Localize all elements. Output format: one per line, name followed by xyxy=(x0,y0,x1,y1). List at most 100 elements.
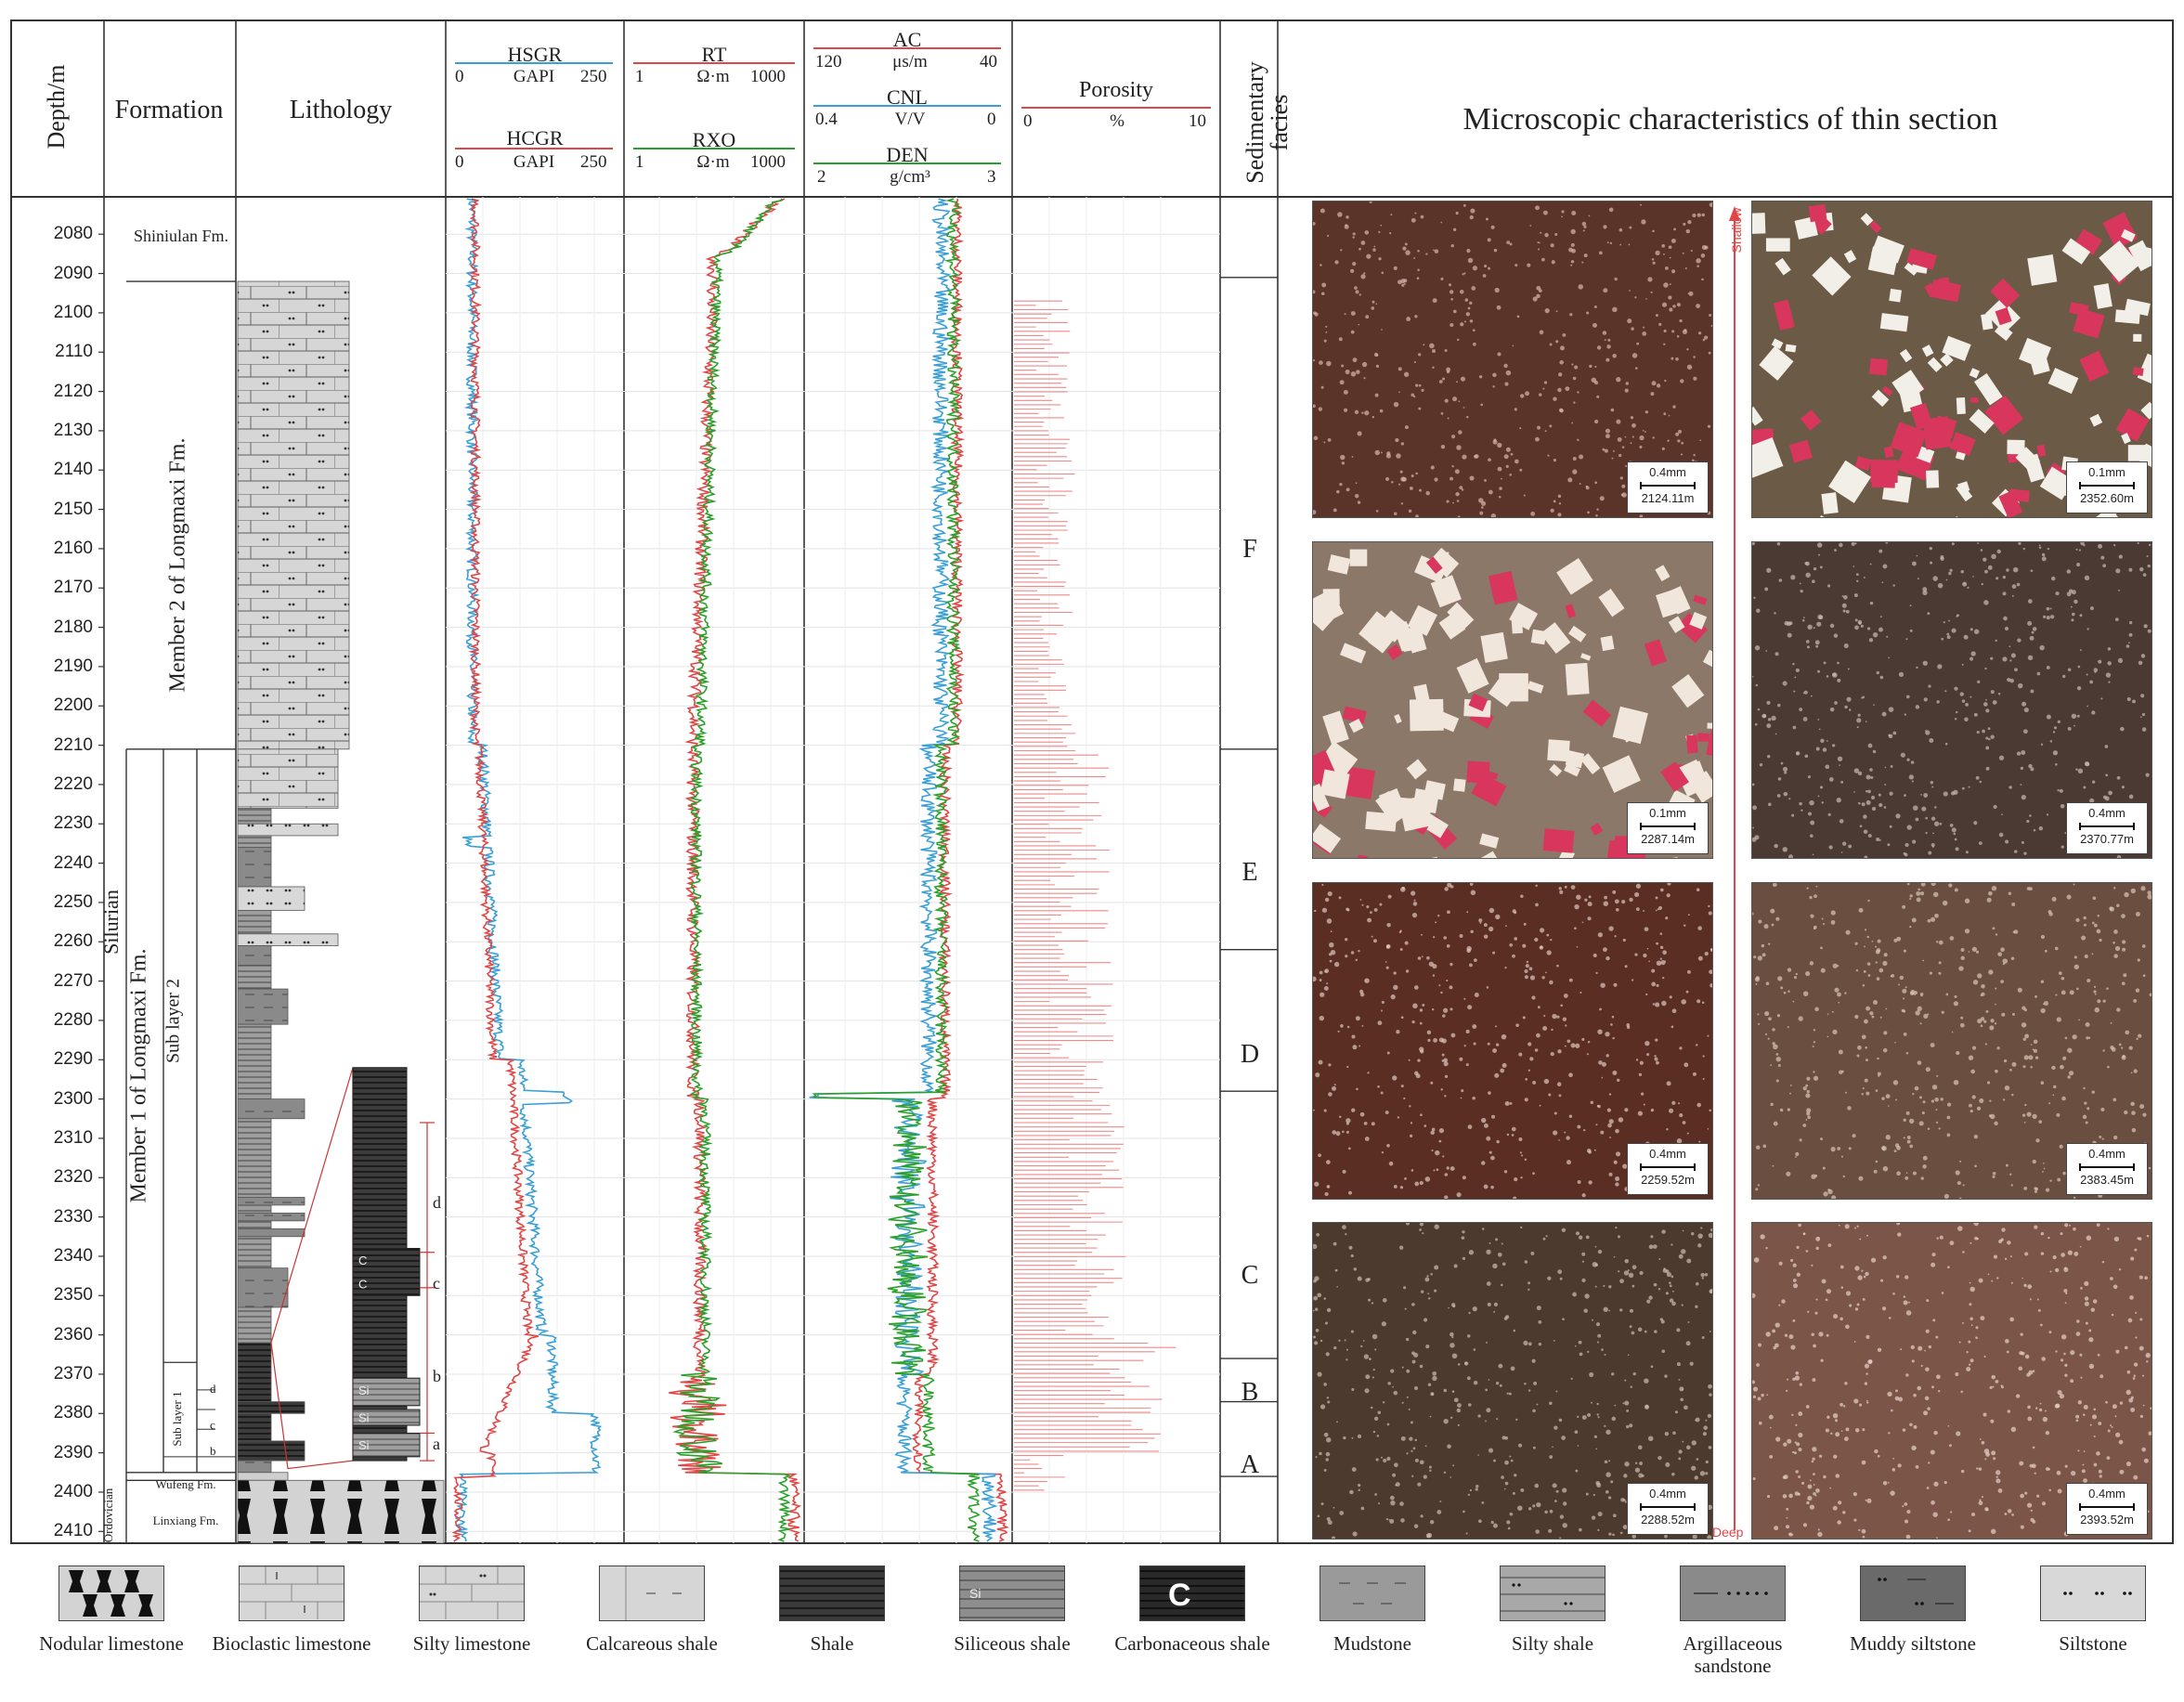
legend-item: C Carbonaceous shale xyxy=(1109,1566,1276,1655)
grain xyxy=(1881,1146,1886,1150)
grain xyxy=(1332,1085,1337,1091)
grain xyxy=(1837,756,1843,761)
grain xyxy=(1647,1436,1654,1442)
grain xyxy=(1916,446,1935,463)
grain xyxy=(1950,1511,1953,1514)
grain xyxy=(1505,464,1509,469)
grain xyxy=(1550,1052,1554,1057)
grain xyxy=(1752,1476,1756,1481)
cnl-name: CNL xyxy=(887,85,928,109)
grain xyxy=(1556,1015,1560,1019)
grain xyxy=(2077,768,2084,774)
grain xyxy=(1681,999,1686,1005)
grain xyxy=(1341,461,1346,465)
lithology-silty-shale xyxy=(237,1212,306,1222)
grain xyxy=(2074,724,2075,727)
grain xyxy=(1410,1122,1413,1124)
grain xyxy=(1433,1038,1437,1043)
grain xyxy=(1631,979,1634,981)
grain xyxy=(1346,908,1350,912)
grain xyxy=(1754,722,1758,726)
sample-depth: 2287.14m xyxy=(1641,832,1695,846)
grain xyxy=(1465,312,1471,317)
grain xyxy=(1699,1471,1706,1476)
grain xyxy=(1600,1130,1605,1135)
grain xyxy=(2141,944,2146,948)
grain xyxy=(1755,683,1759,687)
grain xyxy=(1708,904,1710,908)
grain xyxy=(1820,946,1823,950)
grain xyxy=(1595,1322,1601,1327)
grain xyxy=(2085,1022,2090,1028)
grain xyxy=(1332,1506,1335,1509)
inset-label-a: a xyxy=(433,1435,440,1453)
grain xyxy=(1381,329,1383,331)
grain xyxy=(1587,916,1592,921)
grain xyxy=(1709,1331,1711,1332)
grain xyxy=(1593,1149,1596,1151)
grain xyxy=(2074,599,2078,604)
grain xyxy=(1377,1020,1383,1026)
grain xyxy=(1430,465,1435,470)
grain xyxy=(1501,1242,1503,1245)
grain xyxy=(1996,1470,2001,1475)
lithology-carbonaceous-shale xyxy=(237,1440,306,1462)
grain xyxy=(1552,1013,1557,1020)
grain xyxy=(2038,1120,2043,1124)
grain xyxy=(1535,436,1540,442)
grain xyxy=(1973,1223,1980,1227)
grain xyxy=(1598,1060,1603,1065)
grain xyxy=(1371,935,1373,938)
grain xyxy=(1861,696,1864,699)
grain xyxy=(1962,581,1968,587)
grain xyxy=(1339,380,1345,385)
grain xyxy=(1390,214,1393,216)
grain xyxy=(1867,1359,1873,1365)
grain xyxy=(1937,582,1944,589)
grain xyxy=(1992,700,1997,705)
grain xyxy=(1890,764,1893,768)
grain xyxy=(1813,1484,1815,1486)
grain xyxy=(2007,1410,2011,1413)
grain xyxy=(1752,805,1757,811)
grain xyxy=(1972,980,1979,985)
grain xyxy=(1770,908,1775,914)
grain xyxy=(1559,890,1564,895)
grain xyxy=(1612,353,1617,358)
grain xyxy=(2021,840,2024,844)
grain xyxy=(1557,513,1562,517)
grain xyxy=(1323,1468,1327,1472)
sub-d-label: d xyxy=(210,1382,216,1396)
grain xyxy=(2057,1488,2062,1494)
grain xyxy=(2099,1136,2102,1138)
grain xyxy=(2133,1475,2138,1480)
grain xyxy=(1319,979,1322,981)
grain xyxy=(1806,887,1809,890)
grain xyxy=(1973,1135,1979,1139)
grain xyxy=(1940,1098,1944,1101)
grain xyxy=(1358,247,1361,251)
grain xyxy=(1578,1340,1582,1345)
grain xyxy=(1626,1022,1631,1027)
grain xyxy=(1488,1091,1491,1095)
grain xyxy=(2021,749,2026,755)
grain xyxy=(1878,802,1883,808)
grain xyxy=(1607,1123,1612,1128)
swatch-pattern xyxy=(600,1566,704,1620)
grain xyxy=(1462,1176,1466,1180)
grain xyxy=(1823,1191,1828,1197)
grain xyxy=(1320,264,1322,266)
grain xyxy=(1518,1137,1523,1142)
grain xyxy=(1996,1475,1998,1478)
grain xyxy=(1509,1455,1512,1458)
grain xyxy=(1449,985,1453,990)
grain xyxy=(1622,938,1626,942)
grain xyxy=(1778,1261,1783,1266)
legend-swatch-silty-shale xyxy=(1500,1566,1606,1621)
grain xyxy=(2089,606,2094,611)
grain xyxy=(1639,514,1644,517)
grain xyxy=(1433,249,1435,252)
grain xyxy=(2115,408,2150,442)
grain xyxy=(2072,1034,2077,1040)
grain xyxy=(1865,1271,1869,1277)
